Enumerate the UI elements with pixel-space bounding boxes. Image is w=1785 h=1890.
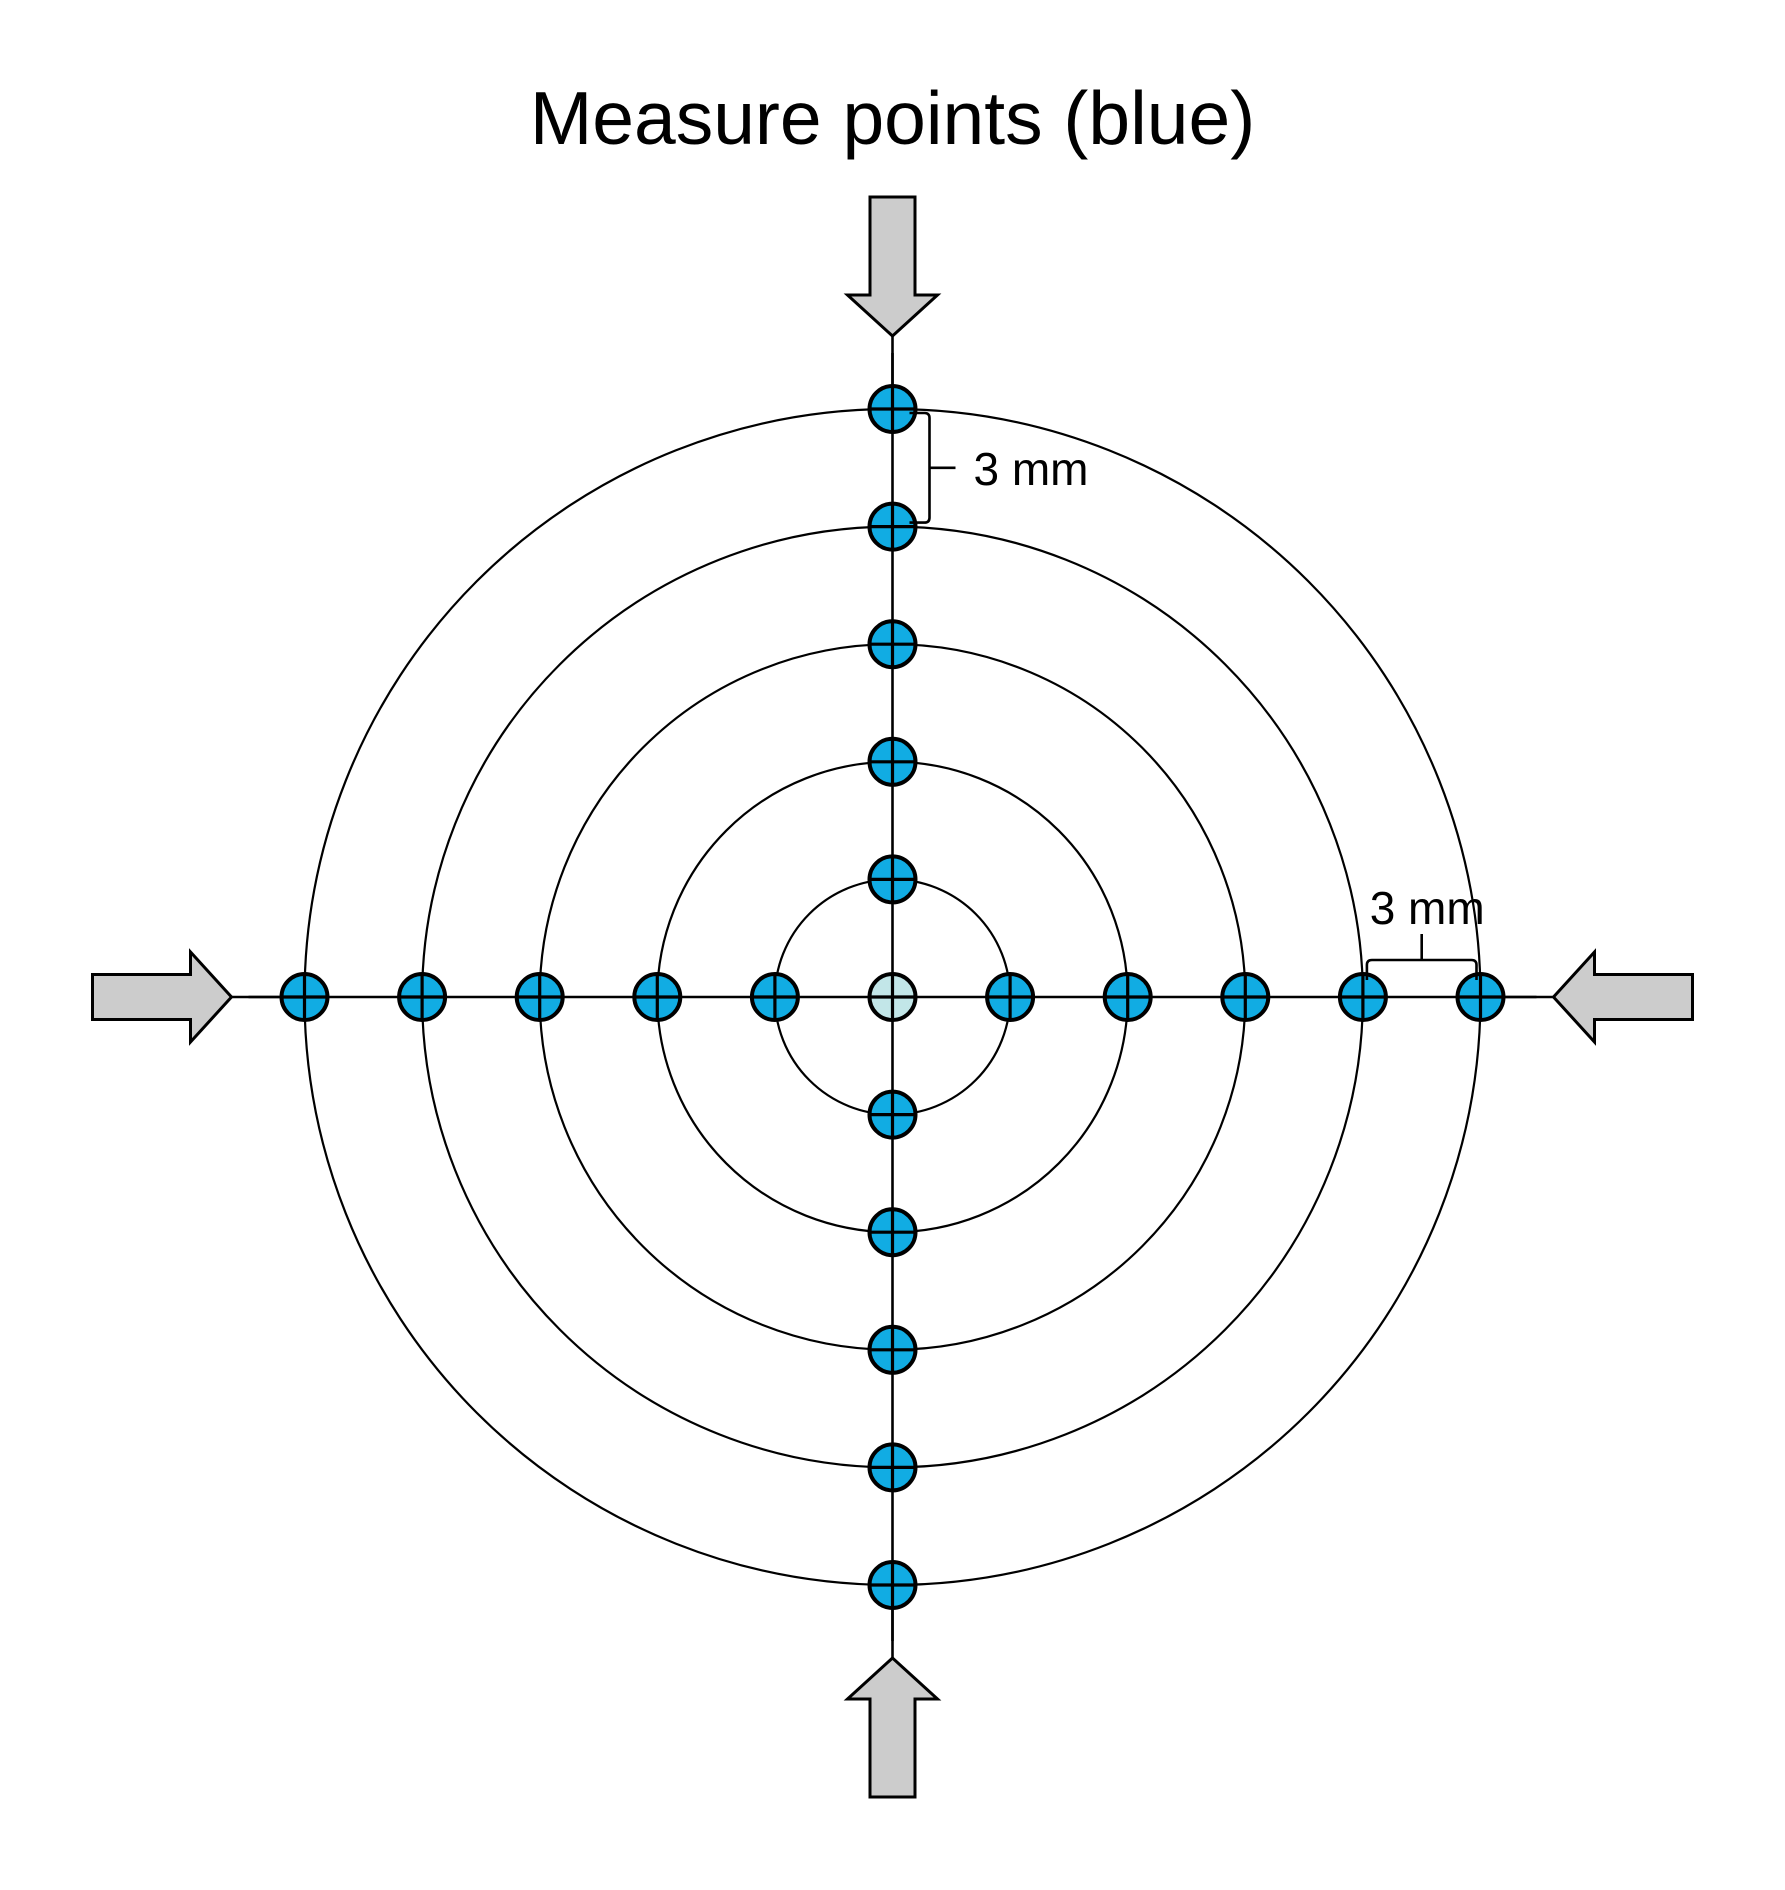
svg-text:3 mm: 3 mm (974, 443, 1089, 495)
svg-text:3 mm: 3 mm (1370, 882, 1485, 934)
